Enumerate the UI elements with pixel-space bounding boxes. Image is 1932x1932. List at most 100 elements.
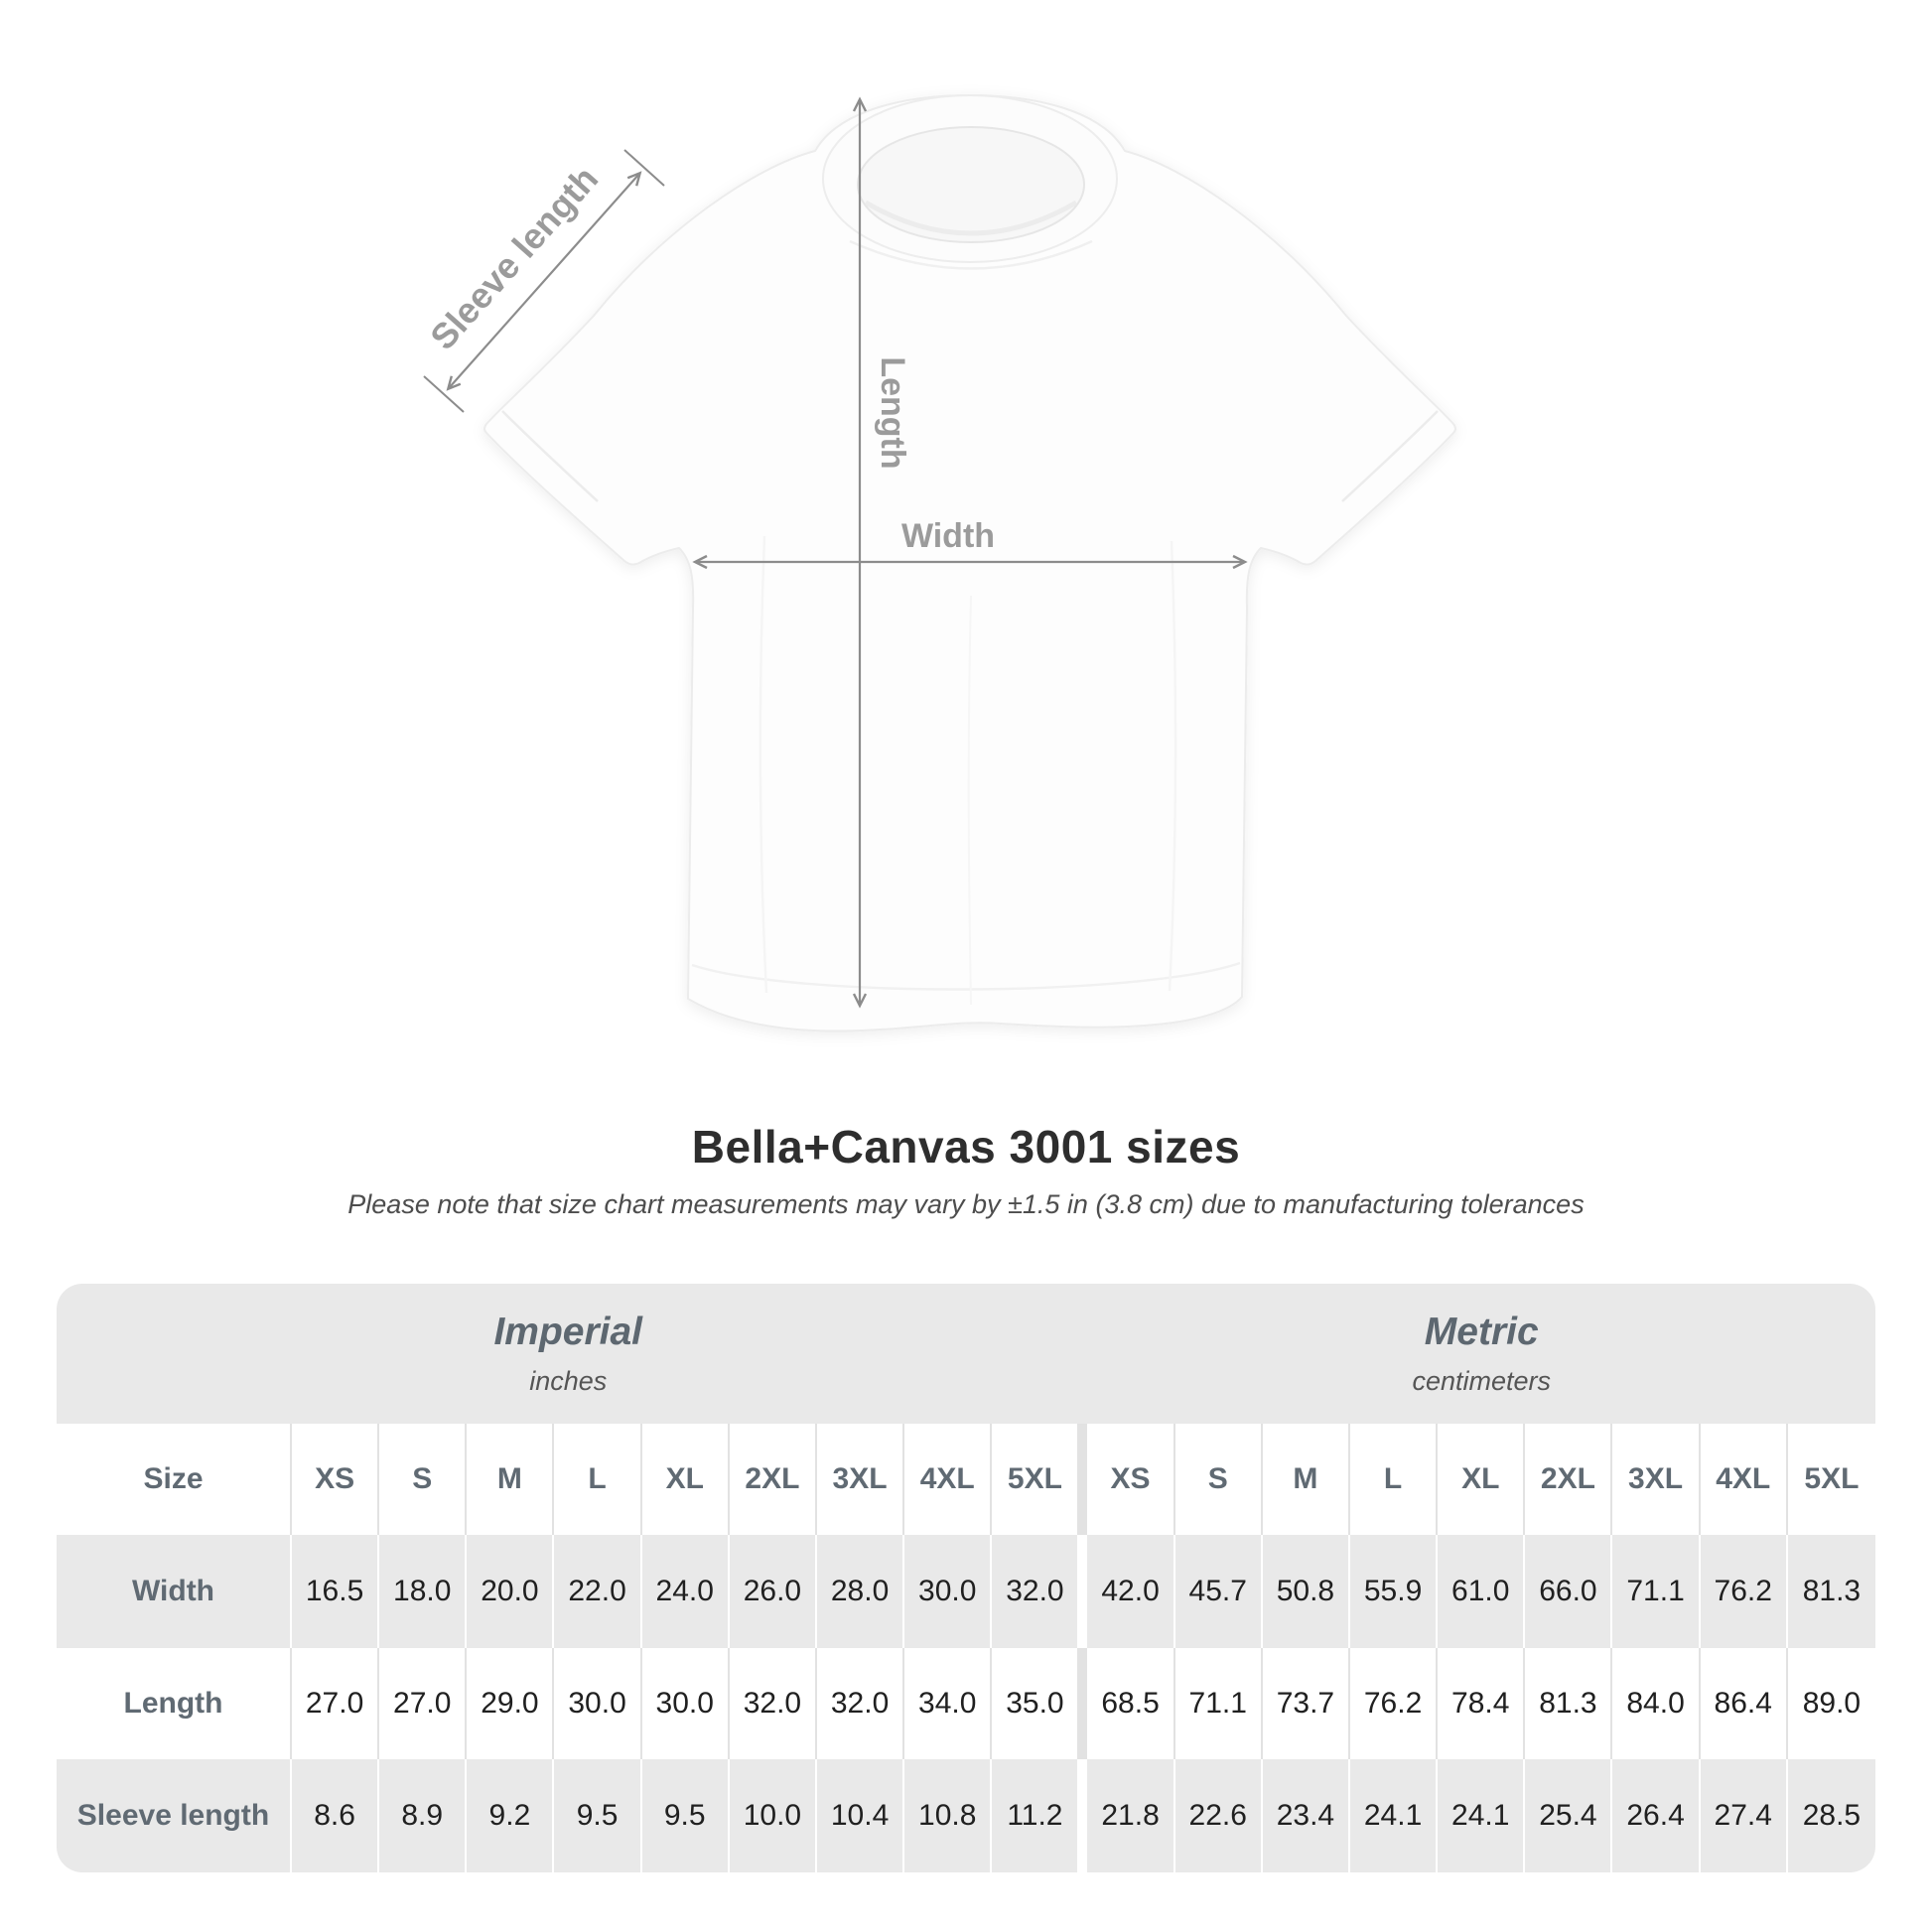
width-metric-value: 45.7 [1174, 1535, 1263, 1648]
imperial-size-header: L [554, 1424, 642, 1535]
sleeve-metric-value: 22.6 [1174, 1759, 1263, 1872]
length-metric-value: 84.0 [1612, 1648, 1701, 1759]
imperial-size-header: S [379, 1424, 468, 1535]
fabric-folds [501, 410, 1439, 1006]
row-label-width: Width [57, 1535, 292, 1648]
width-metric-value: 71.1 [1612, 1535, 1701, 1648]
width-imperial-value: 16.5 [292, 1535, 380, 1648]
sleeve-imperial-value: 10.8 [904, 1759, 993, 1872]
imperial-section-header: Imperial inches [57, 1284, 1080, 1424]
section-divider [1079, 1535, 1088, 1648]
sleeve-imperial-value: 9.5 [641, 1759, 730, 1872]
imperial-size-header: XS [292, 1424, 380, 1535]
collar [822, 94, 1118, 270]
length-metric-value: 76.2 [1350, 1648, 1439, 1759]
metric-size-header: S [1175, 1424, 1263, 1535]
length-metric-value: 73.7 [1263, 1648, 1350, 1759]
metric-size-header: 2XL [1525, 1424, 1613, 1535]
sleeve-length-label: Sleeve length [422, 158, 606, 357]
imperial-unit: inches [529, 1366, 608, 1396]
page-subtitle: Please note that size chart measurements… [347, 1189, 1585, 1219]
size-table: Imperial inches Metric centimeters Size … [57, 1284, 1875, 1872]
width-imperial-value: 20.0 [467, 1535, 555, 1648]
sleeve-imperial-value: 10.4 [816, 1759, 905, 1872]
width-metric-value: 42.0 [1087, 1535, 1175, 1648]
metric-size-header: XS [1087, 1424, 1175, 1535]
length-metric-value: 71.1 [1175, 1648, 1263, 1759]
imperial-size-header: M [467, 1424, 555, 1535]
length-imperial-value: 32.0 [817, 1648, 905, 1759]
section-divider [1079, 1424, 1088, 1535]
length-label: Length [874, 356, 911, 469]
sleeve-metric-value: 27.4 [1700, 1759, 1788, 1872]
sleeve-imperial-value: 9.2 [467, 1759, 555, 1872]
length-metric-value: 86.4 [1701, 1648, 1788, 1759]
sleeve-imperial-value: 8.6 [292, 1759, 380, 1872]
width-imperial-value: 28.0 [816, 1535, 905, 1648]
section-divider [1079, 1759, 1088, 1872]
length-imperial-value: 29.0 [467, 1648, 555, 1759]
width-imperial-value: 32.0 [992, 1535, 1080, 1648]
sleeve-metric-value: 24.1 [1349, 1759, 1439, 1872]
length-imperial-value: 32.0 [730, 1648, 817, 1759]
sleeve-imperial-value: 10.0 [729, 1759, 817, 1872]
length-imperial-value: 27.0 [292, 1648, 380, 1759]
width-imperial-value: 24.0 [641, 1535, 730, 1648]
section-divider [1079, 1648, 1088, 1759]
length-metric-value: 89.0 [1802, 1687, 1862, 1720]
sleeve-metric-value: 23.4 [1262, 1759, 1350, 1872]
length-imperial-value: 30.0 [554, 1648, 642, 1759]
sleeve-metric-value: 28.5 [1787, 1759, 1875, 1872]
metric-unit: centimeters [1412, 1366, 1552, 1396]
size-column-header: Size [57, 1424, 292, 1535]
length-metric-value: 78.4 [1438, 1648, 1526, 1759]
imperial-size-header: 5XL [992, 1424, 1080, 1535]
imperial-size-header: 3XL [817, 1424, 905, 1535]
width-label: Width [901, 517, 995, 555]
metric-title: Metric [1424, 1311, 1539, 1353]
width-imperial-value: 26.0 [729, 1535, 817, 1648]
metric-size-header: L [1350, 1424, 1439, 1535]
sleeve-tick-bottom [423, 375, 465, 413]
tshirt-body [483, 94, 1456, 1033]
sleeve-tick-top [623, 149, 665, 187]
length-imperial-value: 30.0 [642, 1648, 730, 1759]
length-imperial-value: 27.0 [379, 1648, 468, 1759]
row-label-sleeve-length: Sleeve length [57, 1759, 292, 1872]
width-metric-value: 76.2 [1700, 1535, 1788, 1648]
imperial-title: Imperial [493, 1311, 643, 1353]
width-metric-value: 50.8 [1262, 1535, 1350, 1648]
heading-block: Bella+Canvas 3001 sizes Please note that… [0, 1120, 1932, 1220]
sleeve-length-arrow [446, 171, 642, 391]
width-metric-value: 61.0 [1438, 1535, 1526, 1648]
sleeve-imperial-value: 9.5 [554, 1759, 642, 1872]
width-imperial-value: 18.0 [379, 1535, 468, 1648]
metric-size-header: 5XL [1804, 1462, 1860, 1495]
metric-size-header: 4XL [1701, 1424, 1788, 1535]
width-metric-value: 66.0 [1525, 1535, 1613, 1648]
sleeve-metric-value: 24.1 [1438, 1759, 1526, 1872]
measurement-annotations [423, 96, 1248, 1009]
imperial-size-header: 4XL [904, 1424, 993, 1535]
band-gap [1079, 1284, 1088, 1424]
sleeve-metric-value: 25.4 [1525, 1759, 1613, 1872]
metric-size-header: XL [1438, 1424, 1526, 1535]
length-metric-value: 68.5 [1087, 1648, 1175, 1759]
width-imperial-value: 30.0 [904, 1535, 993, 1648]
length-imperial-value: 34.0 [904, 1648, 993, 1759]
width-metric-value: 81.3 [1787, 1535, 1875, 1648]
length-metric-value: 81.3 [1525, 1648, 1613, 1759]
imperial-size-header: XL [642, 1424, 730, 1535]
width-metric-value: 55.9 [1349, 1535, 1439, 1648]
page-title: Bella+Canvas 3001 sizes [691, 1121, 1241, 1173]
sleeve-metric-value: 26.4 [1612, 1759, 1701, 1872]
metric-section-header: Metric centimeters [1087, 1284, 1875, 1424]
sleeve-metric-value: 21.8 [1087, 1759, 1175, 1872]
sleeve-imperial-value: 11.2 [992, 1759, 1080, 1872]
metric-size-header: M [1263, 1424, 1350, 1535]
tshirt-diagram: Sleeve length Length Width [422, 94, 1456, 1033]
imperial-size-header: 2XL [730, 1424, 817, 1535]
width-imperial-value: 22.0 [554, 1535, 642, 1648]
length-imperial-value: 35.0 [992, 1648, 1080, 1759]
